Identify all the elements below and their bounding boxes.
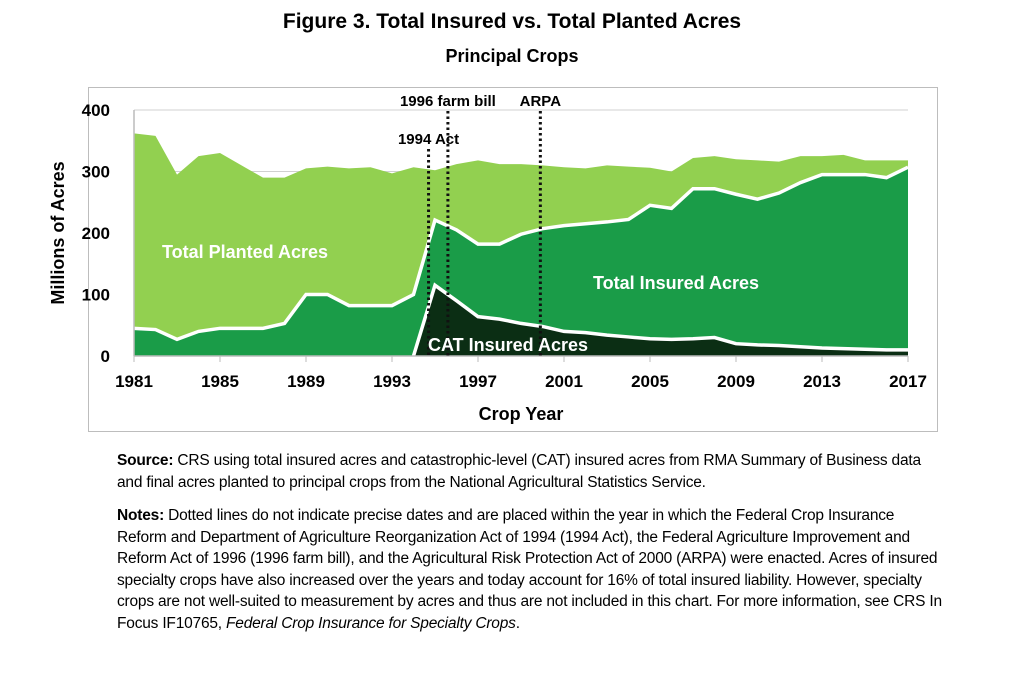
x-tick-label: 2001 — [545, 372, 583, 391]
x-tick-label: 1989 — [287, 372, 325, 391]
notes-end: . — [515, 614, 520, 632]
chart-title: Figure 3. Total Insured vs. Total Plante… — [282, 10, 742, 33]
y-tick-label: 200 — [82, 224, 110, 243]
y-axis-label: Millions of Acres — [48, 161, 68, 304]
notes-text: Dotted lines do not indicate precise dat… — [117, 507, 942, 632]
x-tick-label: 2009 — [717, 372, 755, 391]
x-tick-label: 2005 — [631, 372, 669, 391]
series-label: CAT Insured Acres — [428, 335, 588, 355]
x-tick-label: 1981 — [115, 372, 153, 391]
chart-subtitle: Principal Crops — [445, 46, 579, 66]
x-tick-label: 2017 — [889, 372, 927, 391]
y-tick-label: 400 — [82, 101, 110, 120]
area-cat-insured-acres — [413, 285, 908, 356]
x-tick-label: 2013 — [803, 372, 841, 391]
x-tick-label: 1993 — [373, 372, 411, 391]
series-label: Total Insured Acres — [593, 273, 759, 293]
source-text: CRS using total insured acres and catast… — [117, 452, 921, 491]
source-note: Source: CRS using total insured acres an… — [117, 450, 947, 493]
area-total-insured-acres — [134, 167, 908, 356]
annotation-label: 1996 farm bill — [400, 93, 496, 110]
notes: Notes: Dotted lines do not indicate prec… — [117, 505, 947, 634]
boundary-line — [411, 282, 908, 357]
y-tick-label: 0 — [101, 347, 110, 366]
boundary-line — [133, 165, 909, 342]
chart-frame — [88, 87, 938, 432]
notes-label: Notes: — [117, 507, 165, 524]
source-label: Source: — [117, 452, 174, 469]
y-tick-label: 300 — [82, 163, 110, 182]
notes-italic-title: Federal Crop Insurance for Specialty Cro… — [226, 614, 516, 632]
chart: 1981 1985 1989 1993 1997 2001 2005 2009 2013 2017… — [48, 93, 927, 424]
x-tick-label: 1985 — [201, 372, 239, 391]
series-label: Total Planted Acres — [162, 242, 328, 262]
annotation-label: 1994 Act — [398, 131, 459, 148]
x-axis-label: Crop Year — [479, 404, 564, 424]
y-tick-label: 100 — [82, 286, 110, 305]
annotation-label: ARPA — [520, 93, 562, 110]
x-tick-label: 1997 — [459, 372, 497, 391]
